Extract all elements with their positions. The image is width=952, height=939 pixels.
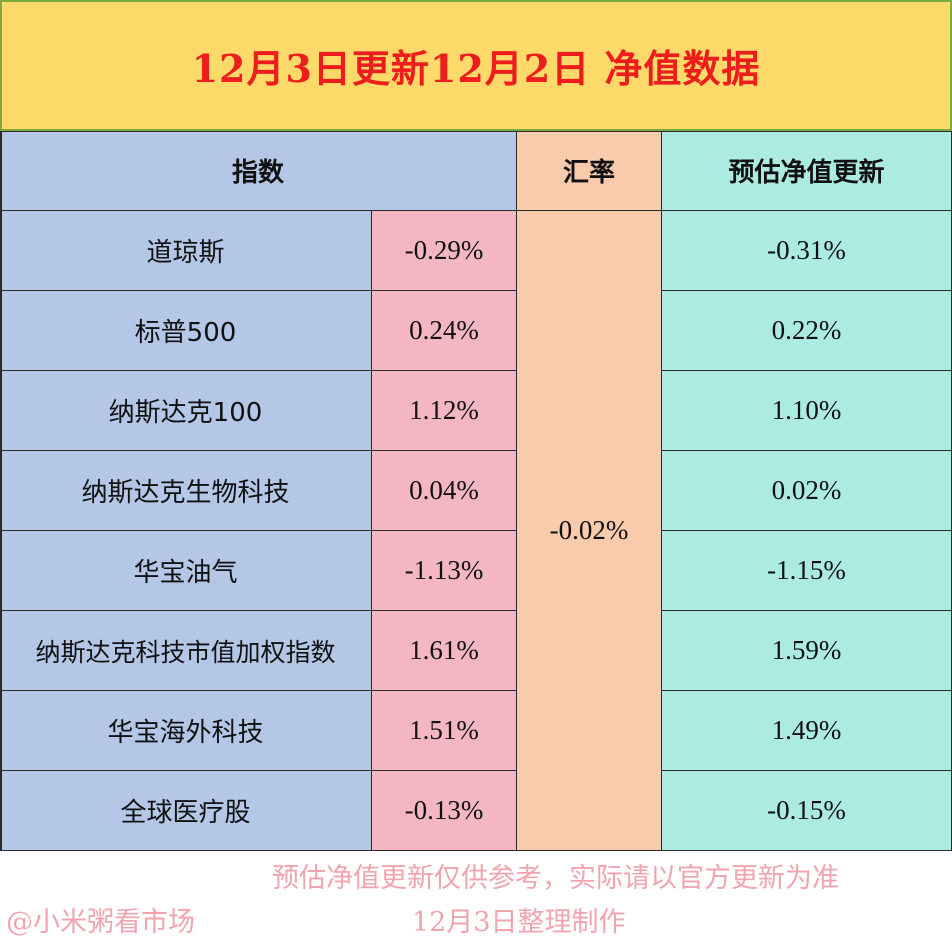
index-change: 0.04% <box>372 451 517 531</box>
index-change: 1.12% <box>372 371 517 451</box>
page-title: 12月3日更新12月2日 净值数据 <box>191 46 761 91</box>
estimate-value: -0.31% <box>662 211 952 291</box>
index-change: -1.13% <box>372 531 517 611</box>
index-name: 标普500 <box>0 291 372 371</box>
index-name: 华宝油气 <box>0 531 372 611</box>
table-left-border <box>0 131 2 851</box>
index-name: 纳斯达克科技市值加权指数 <box>0 611 372 691</box>
header-estimate: 预估净值更新 <box>662 131 952 211</box>
index-name: 全球医疗股 <box>0 771 372 851</box>
estimate-value: 0.22% <box>662 291 952 371</box>
estimate-value: -1.15% <box>662 531 952 611</box>
header-index: 指数 <box>0 131 517 211</box>
table-top-border <box>0 131 952 132</box>
nav-table: 指数 汇率 预估净值更新 道琼斯 -0.29% -0.31% 标普500 0.2… <box>0 131 952 851</box>
disclaimer-text: 预估净值更新仅供参考，实际请以官方更新为准 <box>272 863 839 894</box>
index-change: 1.61% <box>372 611 517 691</box>
estimate-value: 0.02% <box>662 451 952 531</box>
index-name: 道琼斯 <box>0 211 372 291</box>
index-name: 纳斯达克生物科技 <box>0 451 372 531</box>
index-change: 1.51% <box>372 691 517 771</box>
estimate-value: 1.10% <box>662 371 952 451</box>
index-name: 纳斯达克100 <box>0 371 372 451</box>
index-name: 华宝海外科技 <box>0 691 372 771</box>
index-change: 0.24% <box>372 291 517 371</box>
estimate-value: 1.49% <box>662 691 952 771</box>
author-handle: @小米粥看市场 <box>6 907 195 938</box>
fx-rate-value: -0.02% <box>517 211 662 851</box>
estimate-value: -0.15% <box>662 771 952 851</box>
index-change: -0.13% <box>372 771 517 851</box>
estimate-value: 1.59% <box>662 611 952 691</box>
date-note: 12月3日整理制作 <box>412 907 626 938</box>
title-banner: 12月3日更新12月2日 净值数据 <box>0 0 952 131</box>
index-change: -0.29% <box>372 211 517 291</box>
header-fx: 汇率 <box>517 131 662 211</box>
